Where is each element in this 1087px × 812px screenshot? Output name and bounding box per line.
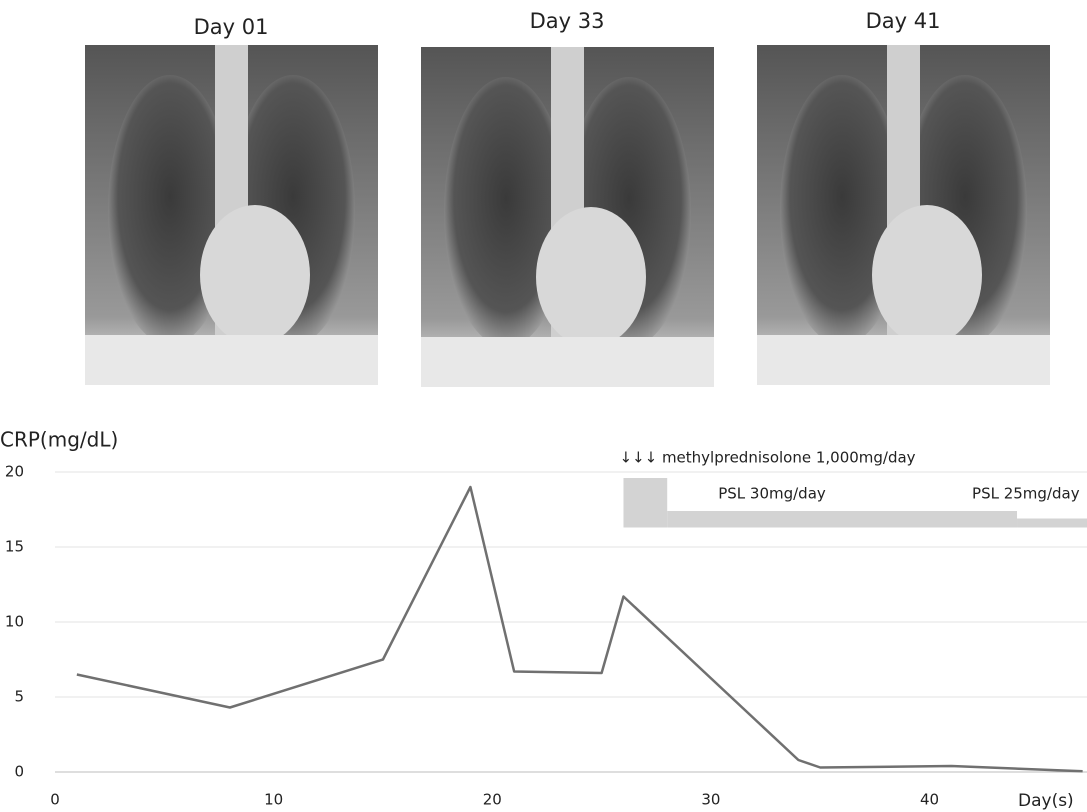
xray-image <box>421 47 714 387</box>
y-tick-label: 15 <box>5 538 24 556</box>
x-tick-label: 30 <box>701 791 720 809</box>
panel-title: Day 41 <box>866 9 941 33</box>
treatment-label: PSL 30mg/day <box>718 485 826 503</box>
panel-title: Day 33 <box>530 9 605 33</box>
x-tick-label: 10 <box>264 791 283 809</box>
crp-line <box>77 487 1083 771</box>
y-axis-label: CRP(mg/dL) <box>0 428 118 452</box>
treatment-label: PSL 25mg/day <box>972 485 1080 503</box>
figure: Day 01 Day 33 Day 41 CRP(mg/dL) Day(s) 0… <box>0 0 1087 812</box>
x-tick-label: 40 <box>920 791 939 809</box>
x-axis-label: Day(s) <box>1018 791 1074 811</box>
xray-image <box>85 45 378 385</box>
treatment-label: ↓↓↓ methylprednisolone 1,000mg/day <box>619 449 915 467</box>
y-tick-label: 0 <box>14 763 24 781</box>
y-tick-label: 20 <box>5 463 24 481</box>
treatment-bar <box>623 478 667 528</box>
page: Day 01 Day 33 Day 41 CRP(mg/dL) Day(s) 0… <box>0 0 1087 812</box>
treatment-bar <box>667 511 1017 528</box>
treatment-bar <box>1017 519 1087 528</box>
xray-image <box>757 45 1050 385</box>
y-tick-label: 5 <box>14 688 24 706</box>
panel-title: Day 01 <box>194 15 269 39</box>
y-tick-label: 10 <box>5 613 24 631</box>
x-tick-label: 20 <box>483 791 502 809</box>
x-tick-label: 0 <box>50 791 60 809</box>
